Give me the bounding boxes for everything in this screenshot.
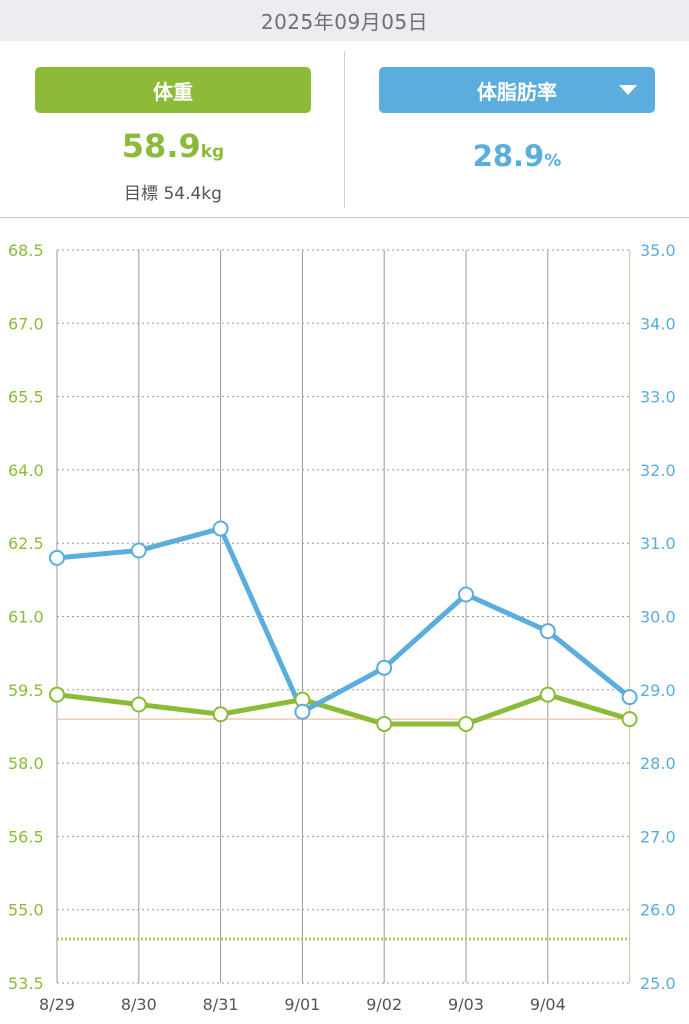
summary-panel: 体重 58.9kg 目標 54.4kg 体脂肪率 28.9%: [0, 41, 689, 218]
right-axis-tick-label: 32.0: [640, 461, 676, 480]
weight-data-point: [376, 716, 393, 733]
weight-button[interactable]: 体重: [35, 67, 311, 113]
left-axis-tick-label: 53.5: [8, 974, 44, 993]
weight-unit: kg: [200, 142, 225, 162]
body-fat-dropdown[interactable]: 体脂肪率: [379, 67, 655, 113]
right-axis-tick-label: 27.0: [640, 827, 676, 846]
left-axis-tick-label: 64.0: [8, 461, 44, 480]
body-fat-data-point: [49, 549, 65, 566]
chevron-down-icon: [619, 85, 637, 95]
right-axis-tick-label: 29.0: [640, 681, 676, 700]
left-axis-tick-label: 56.5: [8, 827, 44, 846]
x-tick-label: 9/04: [530, 995, 566, 1014]
left-axis-tick-label: 55.0: [8, 901, 44, 920]
right-axis-tick-label: 30.0: [640, 608, 676, 627]
date-header: 2025年09月05日: [0, 0, 689, 41]
left-axis-tick-label: 62.5: [8, 534, 44, 553]
body-fat-unit: %: [544, 151, 562, 171]
date-label: 2025年09月05日: [260, 10, 429, 34]
left-axis-tick-label: 65.5: [8, 388, 44, 407]
body-fat-series-line: [54, 526, 633, 715]
left-axis-tick-label: 61.0: [8, 608, 44, 627]
body-fat-button-label: 体脂肪率: [477, 79, 557, 104]
weight-data-point: [621, 711, 638, 728]
x-tick-label: 9/01: [284, 995, 320, 1014]
left-axis-tick-label: 68.5: [8, 241, 44, 260]
x-tick-label: 8/31: [203, 995, 239, 1014]
goal-weight: 目標 54.4kg: [124, 184, 222, 204]
weight-data-point: [212, 706, 229, 723]
body-fat-data-point: [130, 542, 147, 559]
right-axis-tick-label: 33.0: [640, 388, 676, 407]
weight-data-point: [458, 716, 474, 733]
right-axis-tick-label: 28.0: [640, 754, 676, 773]
left-axis-tick-label: 67.0: [8, 314, 44, 333]
x-tick-label: 8/29: [39, 995, 75, 1014]
body-fat-data-point: [212, 520, 229, 537]
weight-data-point: [130, 696, 147, 713]
left-axis-tick-label: 59.5: [8, 681, 44, 700]
left-axis-tick-label: 58.0: [8, 754, 44, 773]
right-axis-tick-label: 34.0: [640, 314, 676, 333]
weight-data-point: [49, 686, 65, 703]
body-fat-data-point: [458, 586, 474, 603]
weight-fat-chart: 68.5 67.0 65.5 64.0 62.5 61.0 59.5 58.0 56.5 55.0…: [8, 241, 676, 1014]
x-tick-label: 8/30: [121, 995, 157, 1014]
body-fat-number: 28.9: [472, 139, 545, 173]
weight-data-point: [539, 686, 556, 703]
panel-divider: [344, 51, 345, 208]
weight-series-line: [54, 692, 633, 727]
x-tick-label: 9/03: [448, 995, 484, 1014]
body-fat-data-point: [539, 623, 556, 640]
right-axis-tick-label: 31.0: [640, 534, 676, 553]
body-fat-data-point: [294, 703, 311, 720]
weight-value: 58.9kg: [35, 127, 311, 165]
body-fat-data-point: [376, 659, 393, 676]
x-tick-label: 9/02: [366, 995, 402, 1014]
body-fat-data-point: [621, 689, 638, 706]
weight-button-label: 体重: [153, 79, 193, 104]
body-fat-value: 28.9%: [379, 139, 655, 173]
right-axis-tick-label: 26.0: [640, 901, 676, 920]
right-axis-tick-label: 25.0: [640, 974, 676, 993]
right-axis-tick-label: 35.0: [640, 241, 676, 260]
weight-number: 58.9: [121, 127, 201, 165]
